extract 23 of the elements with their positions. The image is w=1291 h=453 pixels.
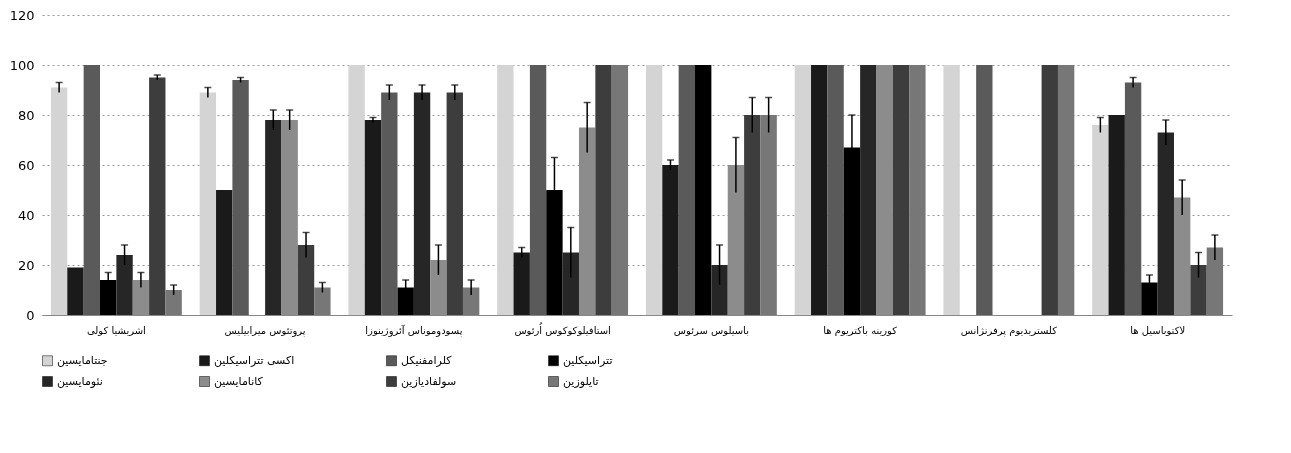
legend-label: اکسی تتراسیکلین bbox=[214, 353, 295, 367]
y-tick-label: 100 bbox=[9, 57, 35, 73]
legend-label: کلرامفنیکل bbox=[401, 353, 453, 367]
legend-label: جنتامایسین bbox=[57, 353, 108, 367]
x-tick-label: پروتئوس میرابیلیس bbox=[224, 324, 306, 337]
legend-label: نئومایسین bbox=[57, 374, 103, 388]
legend-label: سولفادیازین bbox=[401, 374, 457, 388]
y-tick-label: 40 bbox=[17, 207, 35, 223]
legend-label: تتراسیکلین bbox=[563, 353, 613, 367]
x-tick-label: کلستریدیوم پرفرنژانس bbox=[960, 324, 1058, 337]
y-tick-label: 20 bbox=[17, 257, 35, 273]
y-tick-label: 0 bbox=[26, 307, 35, 323]
x-tick-label: باسیلوس سرئوس bbox=[673, 324, 749, 336]
y-tick-label: 60 bbox=[17, 157, 35, 173]
x-tick-label: لاکتوباسیل ها bbox=[1130, 324, 1186, 336]
y-tick-label: 80 bbox=[17, 107, 35, 123]
y-tick-label: 120 bbox=[9, 7, 35, 23]
legend-label: کانامایسین bbox=[214, 374, 264, 388]
x-tick-label: استافیلوکوکوس اُرئوس bbox=[514, 322, 611, 336]
x-tick-label: اشریشیا کولی bbox=[86, 324, 146, 336]
legend-label: تایلوزین bbox=[563, 374, 599, 388]
x-tick-label: کورینه باکتریوم ها bbox=[823, 324, 898, 336]
x-tick-label: پسودوموناس آئروژینوزا bbox=[365, 323, 463, 337]
